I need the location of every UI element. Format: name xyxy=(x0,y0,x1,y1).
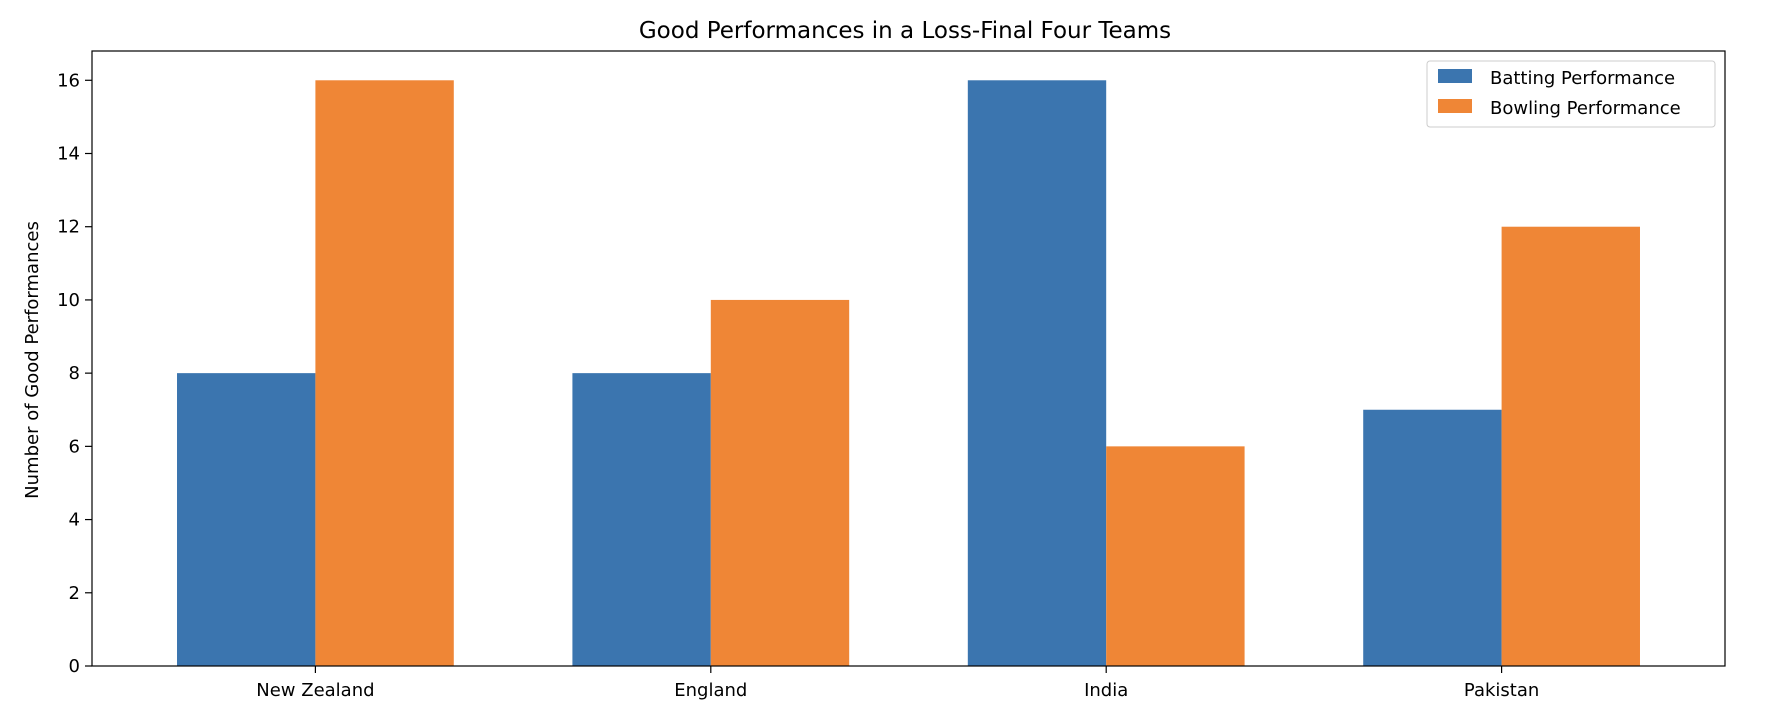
bars-layer xyxy=(177,80,1640,667)
y-tick-label: 14 xyxy=(57,144,80,165)
bar-bowling-england xyxy=(710,299,850,666)
bar-batting-india xyxy=(967,80,1107,667)
x-tick-label: India xyxy=(1084,680,1128,701)
legend: Batting Performance Bowling Performance xyxy=(1426,60,1716,128)
bar-batting-england xyxy=(572,373,711,666)
x-tick-label: Pakistan xyxy=(1464,680,1539,701)
legend-label-batting: Batting Performance xyxy=(1490,68,1675,89)
legend-swatch-batting xyxy=(1438,69,1472,83)
bar-bowling-pakistan xyxy=(1501,226,1640,666)
x-axis-ticks: New Zealand England India Pakistan xyxy=(256,666,1539,701)
bar-bowling-india xyxy=(1106,446,1245,666)
y-tick-label: 12 xyxy=(57,217,80,238)
plot-frame xyxy=(91,50,1726,667)
legend-swatch-bowling xyxy=(1438,99,1472,113)
x-tick-label: New Zealand xyxy=(256,680,374,701)
y-tick-label: 16 xyxy=(57,70,80,91)
bar-bowling-new-zealand xyxy=(315,80,454,667)
x-tick-label: England xyxy=(674,680,747,701)
legend-box xyxy=(1426,60,1716,128)
y-tick-label: 4 xyxy=(69,510,80,531)
bar-batting-new-zealand xyxy=(177,373,316,666)
chart-title: Good Performances in a Loss-Final Four T… xyxy=(639,18,1171,44)
bar-batting-pakistan xyxy=(1363,409,1502,666)
y-tick-label: 10 xyxy=(57,290,80,311)
y-tick-label: 2 xyxy=(69,583,80,604)
y-tick-label: 0 xyxy=(69,656,80,677)
y-axis-label: Number of Good Performances xyxy=(22,221,43,499)
y-axis-ticks: 0 2 4 6 8 10 12 14 16 xyxy=(57,70,92,677)
y-tick-label: 6 xyxy=(69,436,80,457)
y-tick-label: 8 xyxy=(69,363,80,384)
legend-label-bowling: Bowling Performance xyxy=(1490,98,1681,119)
